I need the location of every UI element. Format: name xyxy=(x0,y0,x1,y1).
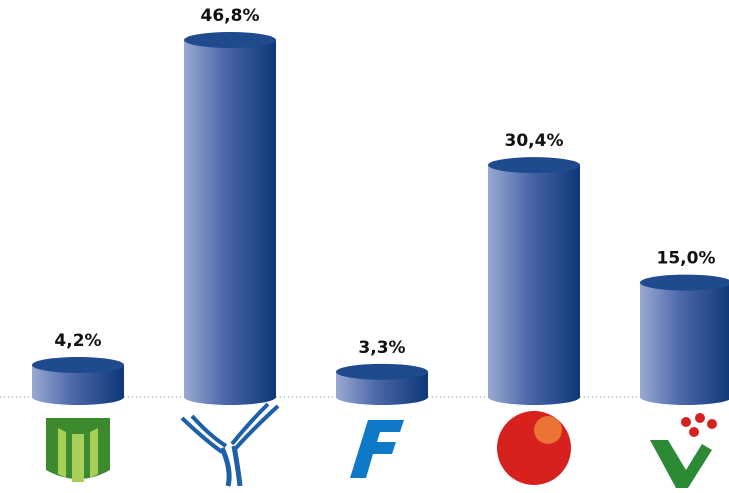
logo-2 xyxy=(180,402,280,487)
logo-1 xyxy=(46,418,110,482)
bar xyxy=(640,274,729,405)
value-label: 30,4% xyxy=(505,131,564,151)
value-label: 15,0% xyxy=(657,249,716,269)
logo-5 xyxy=(650,413,717,488)
logo-3 xyxy=(350,420,404,478)
value-label: 3,3% xyxy=(358,338,405,358)
bar xyxy=(336,363,428,405)
bar xyxy=(184,32,276,405)
logo-4 xyxy=(497,411,571,485)
bar xyxy=(488,157,580,405)
value-label: 4,2% xyxy=(54,331,101,351)
value-label: 46,8% xyxy=(201,6,260,26)
bar xyxy=(32,356,124,405)
